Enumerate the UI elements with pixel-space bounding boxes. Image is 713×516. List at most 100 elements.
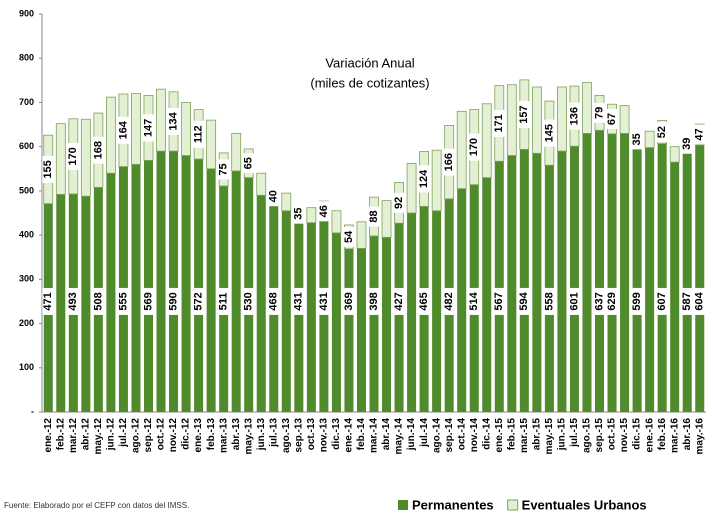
data-label: 157 [518, 105, 530, 123]
x-tick-label: jul.-15 [569, 418, 580, 448]
data-label: 54 [343, 230, 355, 243]
bar-segment [331, 210, 342, 234]
data-label-box [693, 287, 706, 315]
bar-segment [131, 164, 141, 412]
bar-segment [670, 162, 680, 412]
data-label: 567 [493, 292, 505, 310]
x-tick-label: nov.-12 [168, 418, 179, 453]
data-label: 92 [393, 197, 405, 209]
data-label: 558 [543, 292, 555, 310]
x-tick-label: jul.-12 [118, 418, 129, 448]
x-tick-label: nov.-13 [319, 418, 330, 453]
data-label: 471 [42, 292, 54, 310]
y-tick-label: 700 [19, 97, 34, 107]
y-tick-label: 400 [19, 229, 34, 239]
data-label-box [267, 287, 280, 315]
data-label-box [568, 102, 581, 130]
bar-segment [131, 93, 141, 165]
data-label: 147 [142, 119, 154, 137]
bar-segment [206, 168, 216, 412]
bar-segment [306, 207, 317, 224]
x-tick-label: mar.-14 [369, 418, 380, 453]
x-tick-label: mar.-15 [519, 418, 530, 453]
bar-segment [394, 223, 404, 412]
x-tick-label: ene.-12 [43, 418, 54, 453]
data-label: 52 [656, 126, 668, 138]
data-label-box [368, 287, 380, 315]
bar-segment [344, 248, 354, 412]
bar-segment [156, 151, 166, 413]
data-label-box [42, 155, 55, 183]
bar-segment [281, 210, 291, 412]
bar-segment [582, 82, 592, 134]
x-tick-label: ago.-13 [281, 418, 292, 453]
x-tick-label: feb.-12 [55, 418, 66, 451]
x-tick-label: abr.-13 [231, 418, 242, 451]
bar-segment [532, 153, 542, 413]
data-label: 155 [42, 160, 54, 178]
data-label-box [606, 287, 619, 315]
data-label: 164 [117, 120, 129, 139]
data-label-box [518, 101, 531, 129]
data-label-box [67, 142, 80, 170]
data-label: 166 [443, 153, 455, 171]
legend-swatch [398, 500, 408, 510]
x-tick-label: may.-14 [394, 418, 405, 455]
x-tick-label: feb.-16 [657, 418, 668, 451]
bar-segment [143, 160, 154, 412]
data-label-box [92, 136, 105, 164]
data-label-box [117, 287, 130, 315]
data-label-box [67, 287, 80, 315]
data-label: 604 [694, 291, 706, 310]
x-tick-label: jun.-12 [106, 418, 117, 452]
data-label: 514 [468, 291, 480, 310]
data-label: 601 [568, 292, 580, 310]
data-label: 508 [92, 292, 104, 310]
data-label-box [167, 107, 180, 135]
data-label-box [418, 165, 431, 193]
bar-segment [381, 200, 392, 238]
data-label: 168 [92, 141, 104, 159]
bar-segment [620, 133, 630, 412]
bar-segment [356, 221, 367, 249]
data-label: 587 [681, 292, 693, 310]
data-label: 35 [631, 133, 643, 145]
data-label: 65 [243, 157, 255, 169]
data-label-box [267, 186, 280, 207]
legend-label: Eventuales Urbanos [522, 497, 647, 512]
data-label-box [468, 287, 481, 315]
x-tick-label: oct.-13 [306, 418, 317, 451]
x-tick-label: jun.-14 [406, 418, 417, 452]
data-label-box [518, 287, 531, 315]
bar-segment [369, 235, 379, 412]
data-label-box [593, 102, 606, 123]
bar-segment [456, 110, 467, 190]
x-tick-label: jun.-15 [557, 418, 568, 452]
bar-segment [194, 159, 204, 412]
x-tick-label: oct.-12 [156, 418, 167, 451]
data-label-box [117, 116, 130, 144]
data-label: 79 [593, 107, 605, 119]
data-label: 431 [293, 292, 305, 310]
x-tick-label: ago.-15 [582, 418, 593, 453]
bar-segment [306, 222, 316, 412]
x-tick-label: sep.-13 [293, 418, 304, 453]
chart-title: Variación Anual [325, 55, 414, 70]
x-tick-label: dic.-14 [481, 418, 492, 450]
data-label-box [167, 287, 180, 315]
data-label-box [192, 287, 205, 315]
x-tick-label: jul.-13 [268, 418, 279, 448]
y-tick-label: 900 [19, 8, 34, 18]
bar-segment [607, 133, 617, 412]
data-label: 112 [193, 125, 205, 143]
data-label-box [443, 148, 456, 176]
bar-segment [431, 149, 442, 212]
data-label: 47 [694, 128, 706, 140]
bar-segment [406, 163, 417, 214]
x-tick-label: jun.-13 [256, 418, 267, 452]
data-label: 599 [631, 292, 643, 310]
bar-segment [231, 132, 242, 172]
bar-segment [80, 118, 91, 197]
x-tick-label: mar.-13 [218, 418, 229, 453]
bar-segment [657, 143, 667, 412]
